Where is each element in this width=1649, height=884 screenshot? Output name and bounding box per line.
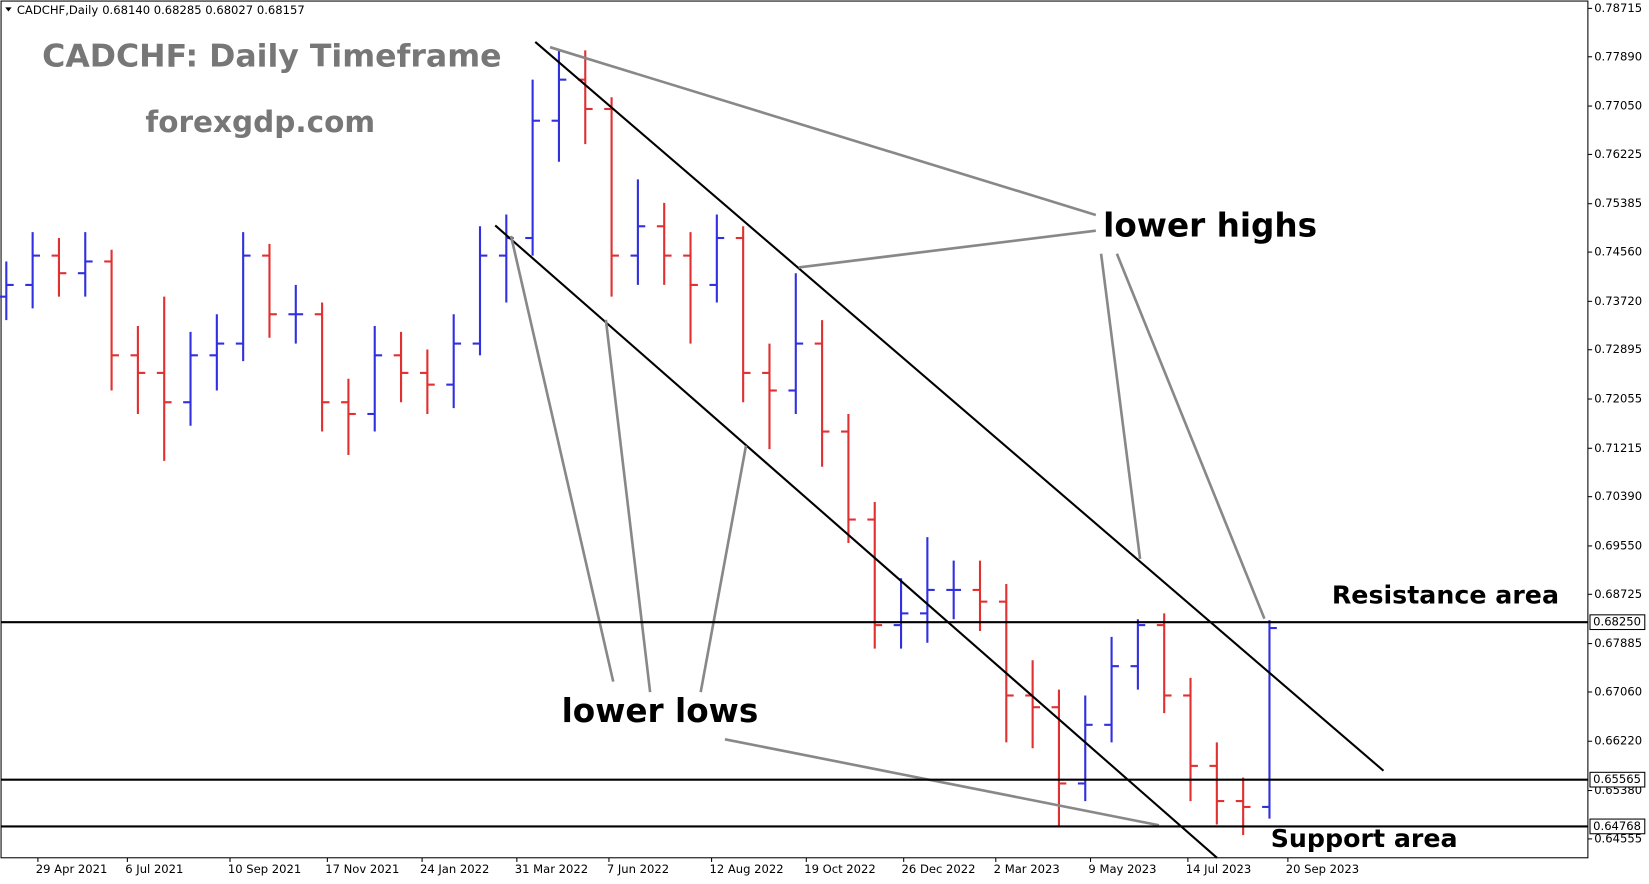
pointer xyxy=(798,229,1096,269)
y-tick-label: 0.68725 xyxy=(1594,587,1642,601)
x-tick-label: 7 Jun 2022 xyxy=(607,862,669,876)
x-tick-label: 17 Nov 2021 xyxy=(325,862,399,876)
level-box xyxy=(1589,614,1646,631)
x-tick-label: 14 Jul 2023 xyxy=(1186,862,1252,876)
title: CADCHF: Daily Timeframe xyxy=(42,39,501,75)
annotation: lower highs xyxy=(1103,207,1317,245)
bars xyxy=(0,50,1277,836)
y-tick-label: 0.67060 xyxy=(1594,684,1642,698)
annotation: Support area xyxy=(1271,824,1458,853)
level-label: 0.64768 xyxy=(1593,819,1641,833)
x-tick-label: 20 Sep 2023 xyxy=(1286,862,1359,876)
subtitle: forexgdp.com xyxy=(145,105,375,139)
channel-upper xyxy=(534,41,1385,772)
symbol-label: CADCHF,Daily xyxy=(17,3,98,17)
y-tick-label: 0.77050 xyxy=(1594,99,1642,113)
y-tick-label: 0.78715 xyxy=(1594,1,1642,15)
x-tick-label: 31 Mar 2022 xyxy=(515,862,588,876)
pointer xyxy=(1115,253,1266,620)
plot-frame xyxy=(0,0,1589,859)
x-tick-label: 2 Mar 2023 xyxy=(994,862,1060,876)
x-tick-label: 26 Dec 2022 xyxy=(902,862,976,876)
pointer xyxy=(724,738,1160,827)
x-tick-label: 24 Jan 2022 xyxy=(420,862,489,876)
x-tick-label: 6 Jul 2021 xyxy=(125,862,183,876)
y-tick-label: 0.77890 xyxy=(1594,49,1642,63)
header-values: 0.68140 0.68285 0.68027 0.68157 xyxy=(102,3,304,17)
y-tick-label: 0.75385 xyxy=(1594,196,1642,210)
annotation: Resistance area xyxy=(1332,581,1559,610)
level-box xyxy=(1589,771,1646,788)
pointer xyxy=(699,445,748,693)
menu-arrow xyxy=(5,7,12,12)
pointer xyxy=(1099,253,1142,560)
channel-lower xyxy=(494,224,1218,859)
y-tick-label: 0.72895 xyxy=(1594,342,1642,356)
x-tick-label: 9 May 2023 xyxy=(1088,862,1156,876)
pointer xyxy=(509,235,615,682)
pointer xyxy=(549,45,1097,217)
y-tick-label: 0.64555 xyxy=(1594,831,1642,845)
y-tick-label: 0.69550 xyxy=(1594,538,1642,552)
x-tick-label: 10 Sep 2021 xyxy=(228,862,301,876)
pointer xyxy=(604,319,652,693)
y-tick-label: 0.76225 xyxy=(1594,147,1642,161)
annotation: lower lows xyxy=(562,692,759,730)
level-box xyxy=(1589,818,1646,835)
level-label: 0.68250 xyxy=(1593,615,1641,629)
pointer-lines xyxy=(509,45,1266,827)
y-tick-label: 0.67885 xyxy=(1594,636,1642,650)
y-tick-label: 0.73720 xyxy=(1594,294,1642,308)
y-tick-label: 0.66220 xyxy=(1594,734,1642,748)
y-tick-label: 0.70390 xyxy=(1594,489,1642,503)
trend-lines xyxy=(494,41,1385,859)
y-tick-label: 0.71215 xyxy=(1594,441,1642,455)
level-label: 0.65565 xyxy=(1593,772,1641,786)
x-tick-label: 19 Oct 2022 xyxy=(804,862,876,876)
y-tick-label: 0.72055 xyxy=(1594,392,1642,406)
x-tick-label: 29 Apr 2021 xyxy=(36,862,108,876)
y-tick-label: 0.74560 xyxy=(1594,245,1642,259)
x-tick-label: 12 Aug 2022 xyxy=(709,862,783,876)
